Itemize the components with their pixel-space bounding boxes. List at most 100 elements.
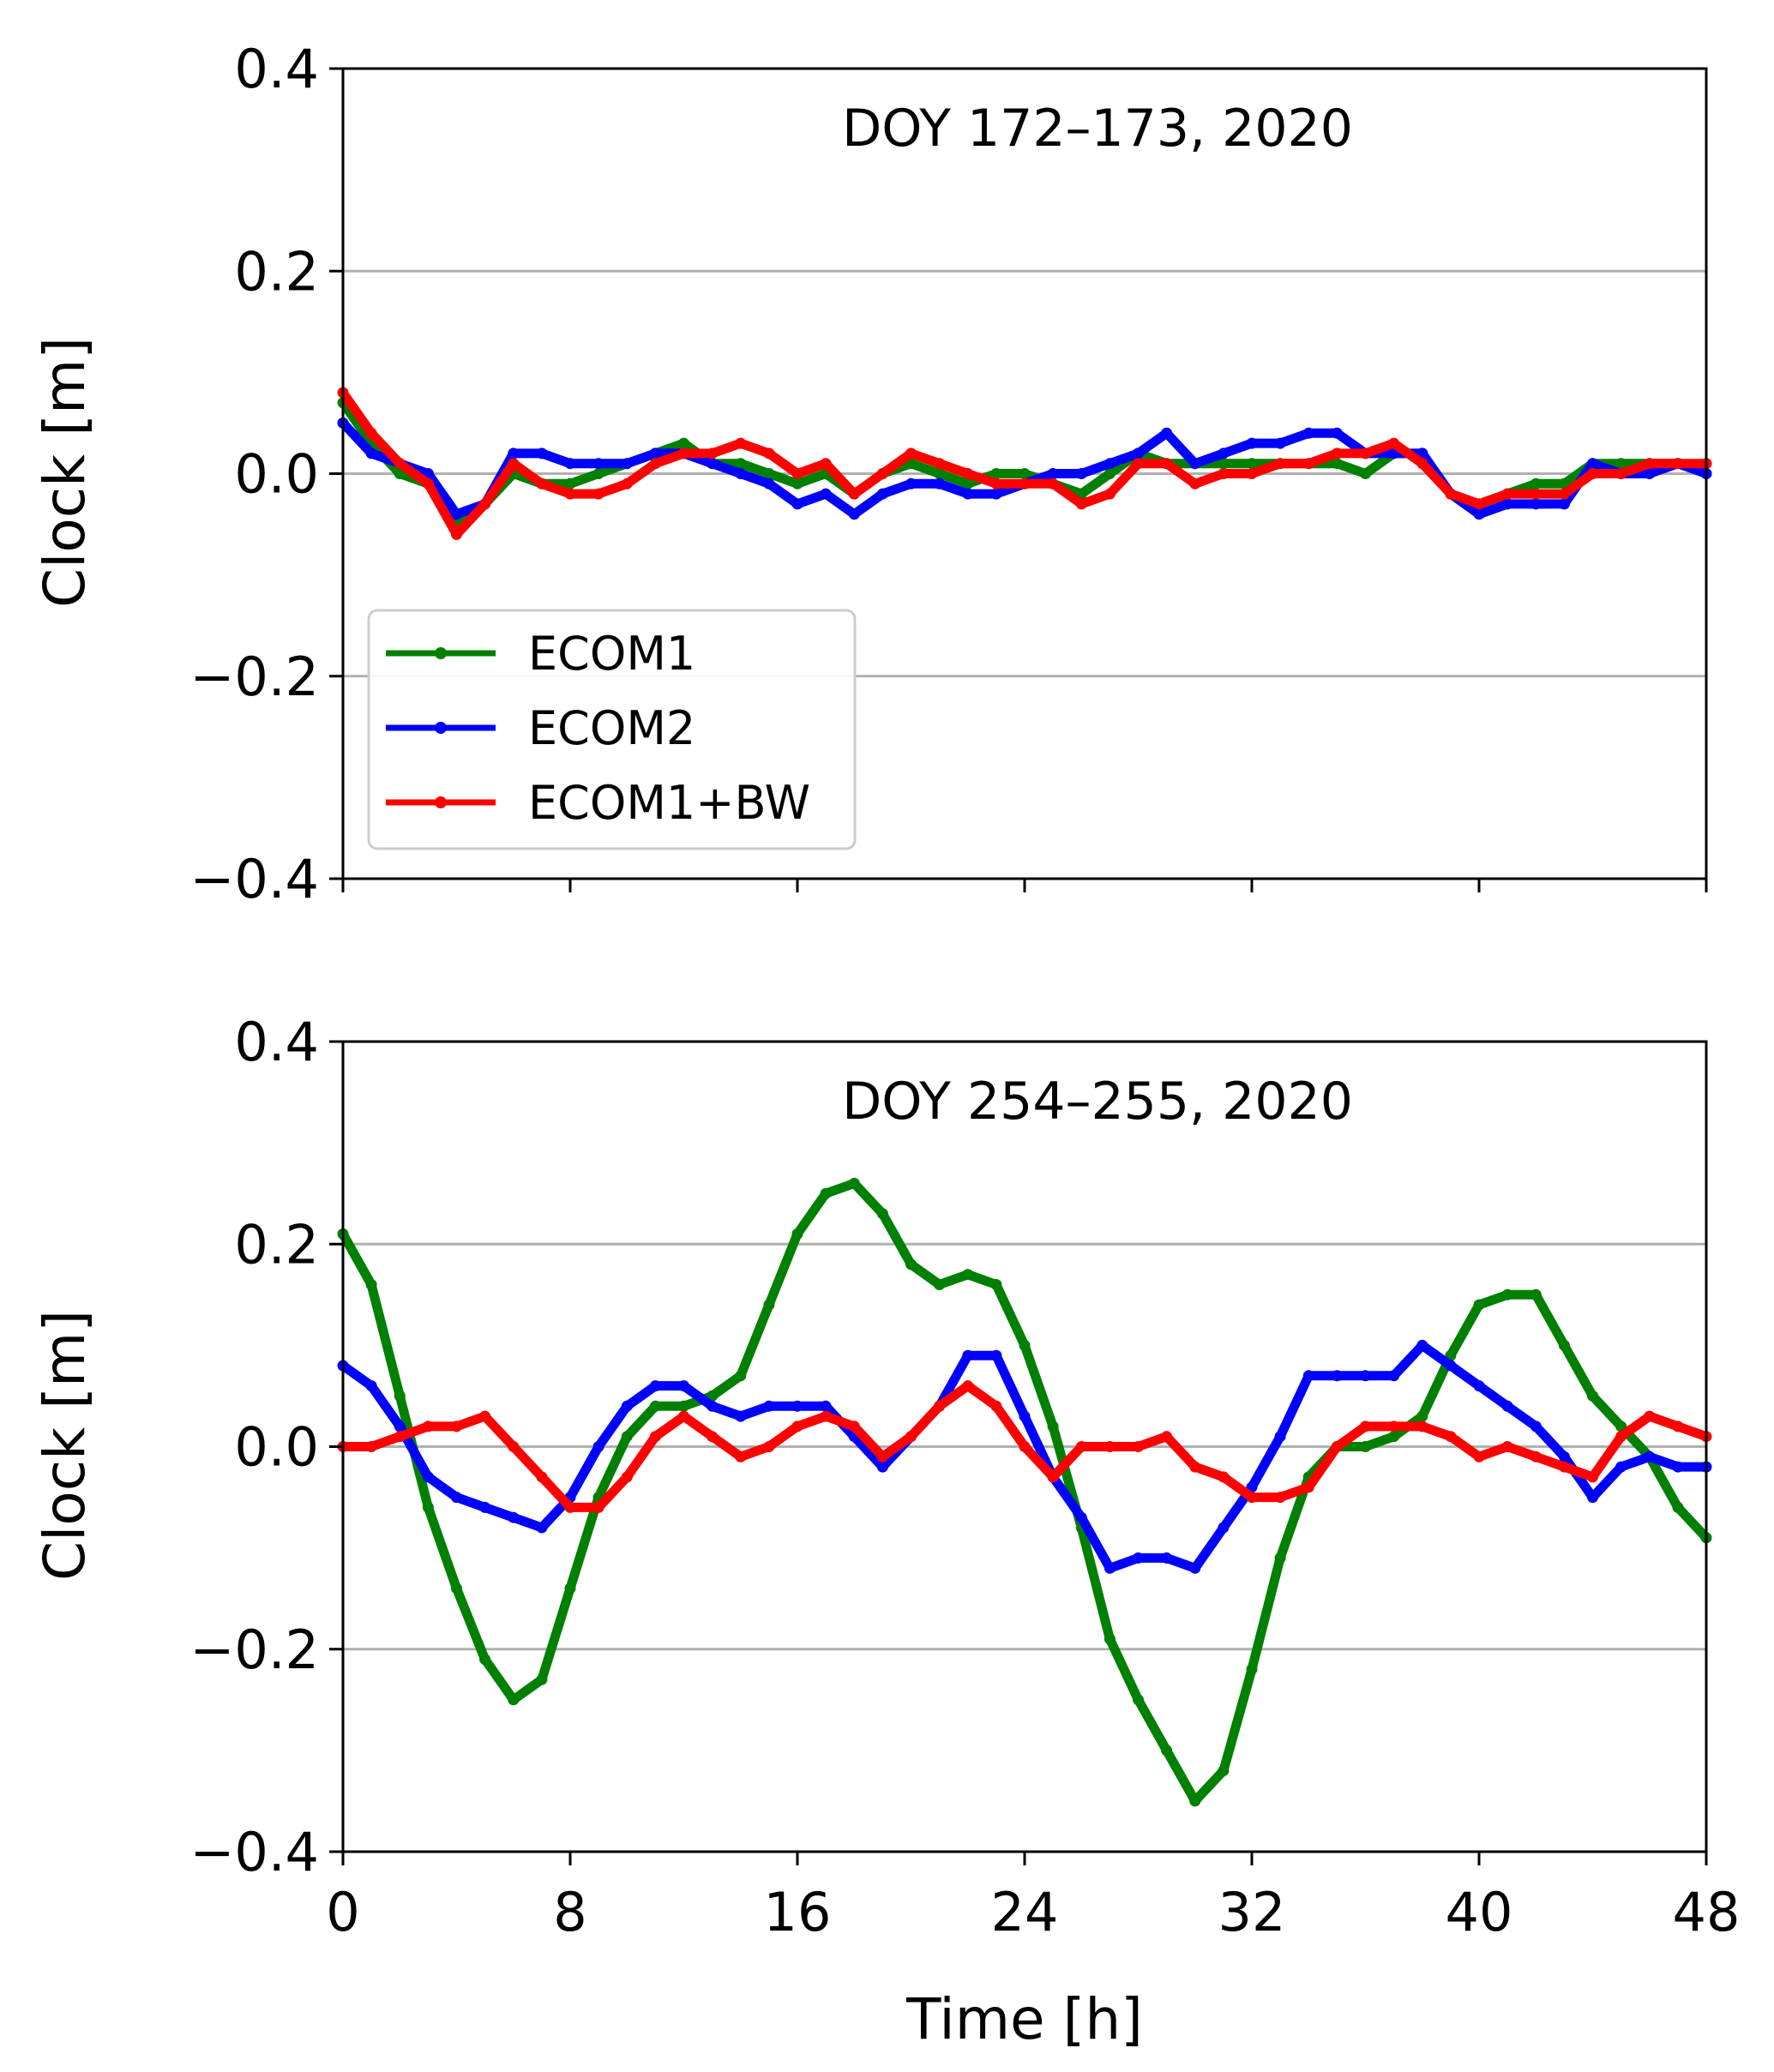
bottom-point-ecom2 [707,1400,719,1412]
bottom-point-ecom2 [592,1441,604,1452]
top-point-ecom1 [1019,468,1031,479]
bottom-panel: −0.4 −0.2 0.0 0.2 0.4 0 8 16 24 32 40 48 DOY 254–25… [32,1011,1740,2052]
bottom-xtick-label: 24 [991,1881,1059,1943]
bottom-point-ecom1 [451,1583,462,1595]
top-point-ecom2 [1047,468,1059,479]
top-point-ecom1-bw [1587,468,1598,479]
top-point-ecom1-bw [1075,498,1087,510]
bottom-point-ecom1-bw [1019,1441,1031,1452]
top-point-ecom1-bw [1189,477,1201,489]
legend-marker-ecom1-bw [435,796,447,808]
top-point-ecom1-bw [1133,458,1144,470]
top-point-ecom1-bw [508,458,520,470]
bottom-point-ecom2 [1388,1370,1400,1382]
bottom-point-ecom1-bw [1218,1471,1230,1483]
top-point-ecom2 [990,488,1002,500]
bottom-point-ecom1-bw [1274,1492,1286,1504]
bottom-point-ecom1-bw [848,1420,860,1432]
bottom-point-ecom1-bw [791,1420,803,1432]
bottom-point-ecom2 [1189,1562,1201,1574]
legend-label-ecom2: ECOM2 [528,701,695,755]
bottom-point-ecom1 [564,1583,576,1595]
bottom-point-ecom2 [1501,1400,1513,1412]
top-point-ecom2 [1587,458,1598,470]
bottom-point-ecom1-bw [592,1501,604,1513]
bottom-point-ecom2 [508,1511,520,1523]
bottom-point-ecom1-bw [1587,1471,1598,1483]
top-point-ecom2 [621,458,633,470]
top-point-ecom2 [1189,458,1201,470]
top-point-ecom1 [962,477,974,489]
bottom-point-ecom2 [1019,1410,1031,1422]
bottom-point-ecom1 [1558,1339,1570,1351]
bottom-point-ecom2 [1473,1380,1485,1392]
bottom-point-ecom1-bw [820,1410,832,1422]
top-point-ecom2 [365,447,377,459]
top-point-ecom1-bw [394,458,406,470]
bottom-point-ecom1 [962,1269,974,1281]
top-point-ecom1 [1331,458,1343,470]
bottom-point-ecom1-bw [621,1471,633,1483]
bottom-ylabel: Clock [m] [32,1310,98,1581]
bottom-point-ecom1-bw [1103,1441,1116,1452]
bottom-xlabel: Time [h] [905,1986,1143,2052]
bottom-point-ecom1 [394,1390,406,1402]
bottom-point-ecom1 [479,1654,491,1666]
bottom-xtick-label: 16 [764,1881,832,1943]
bottom-point-ecom2 [451,1492,462,1504]
bottom-point-ecom1-bw [735,1450,747,1462]
top-ytick-label: −0.2 [189,646,319,708]
top-point-ecom2 [1331,427,1343,439]
bottom-point-ecom2 [791,1400,803,1412]
top-point-ecom2 [1274,437,1286,449]
top-series [337,387,1712,540]
bottom-point-ecom1 [1161,1745,1173,1757]
bottom-point-ecom1 [1672,1501,1684,1513]
legend-label-ecom1-bw: ECOM1+BW [528,776,810,830]
bottom-point-ecom1 [536,1673,548,1685]
bottom-point-ecom2 [1161,1552,1173,1564]
top-point-ecom2 [876,488,888,500]
bottom-point-ecom1 [934,1279,946,1290]
top-point-ecom1 [1218,458,1230,470]
top-point-ecom1-bw [621,477,633,489]
bottom-point-ecom1 [1587,1390,1598,1402]
bottom-xtick-label: 8 [553,1881,586,1943]
bottom-point-ecom1 [1274,1552,1286,1564]
top-ytick-label: −0.4 [189,848,319,910]
bottom-point-ecom1-bw [1075,1441,1087,1452]
top-point-ecom2 [1473,508,1485,520]
bottom-point-ecom1-bw [1473,1450,1485,1462]
top-point-ecom1-bw [820,458,832,470]
bottom-point-ecom2 [678,1380,689,1392]
bottom-xtick-label: 0 [326,1881,359,1943]
legend-item-ecom1-bw: ECOM1+BW [386,776,810,830]
top-point-ecom1 [735,458,747,470]
bottom-point-ecom2 [1615,1461,1627,1473]
bottom-point-ecom2 [1133,1552,1144,1564]
top-point-ecom2 [791,498,803,510]
legend: ECOM1 ECOM2 ECOM1+BW [367,609,857,850]
top-point-ecom1-bw [1103,488,1116,500]
legend-item-ecom2: ECOM2 [386,701,695,755]
top-point-ecom1-bw [990,477,1002,489]
top-point-ecom1-bw [649,458,661,470]
bottom-point-ecom1-bw [365,1441,377,1452]
top-point-ecom2 [1558,498,1570,510]
top-point-ecom2 [1161,427,1173,439]
bottom-point-ecom2 [479,1501,491,1513]
bottom-point-ecom1 [1019,1339,1031,1351]
bottom-point-ecom1-bw [1161,1431,1173,1443]
top-point-ecom1-bw [1302,458,1314,470]
bottom-point-ecom2 [1218,1522,1230,1534]
bottom-point-ecom1 [820,1187,832,1199]
bottom-ytick-label: 0.0 [234,1416,319,1479]
top-point-ecom1 [1615,458,1627,470]
bottom-point-ecom1-bw [1501,1441,1513,1452]
bottom-point-ecom1-bw [678,1410,689,1422]
bottom-point-ecom1 [1103,1633,1116,1645]
top-ytick-label: 0.2 [234,240,319,303]
top-point-ecom2 [820,488,832,500]
bottom-point-ecom2 [1302,1370,1314,1382]
